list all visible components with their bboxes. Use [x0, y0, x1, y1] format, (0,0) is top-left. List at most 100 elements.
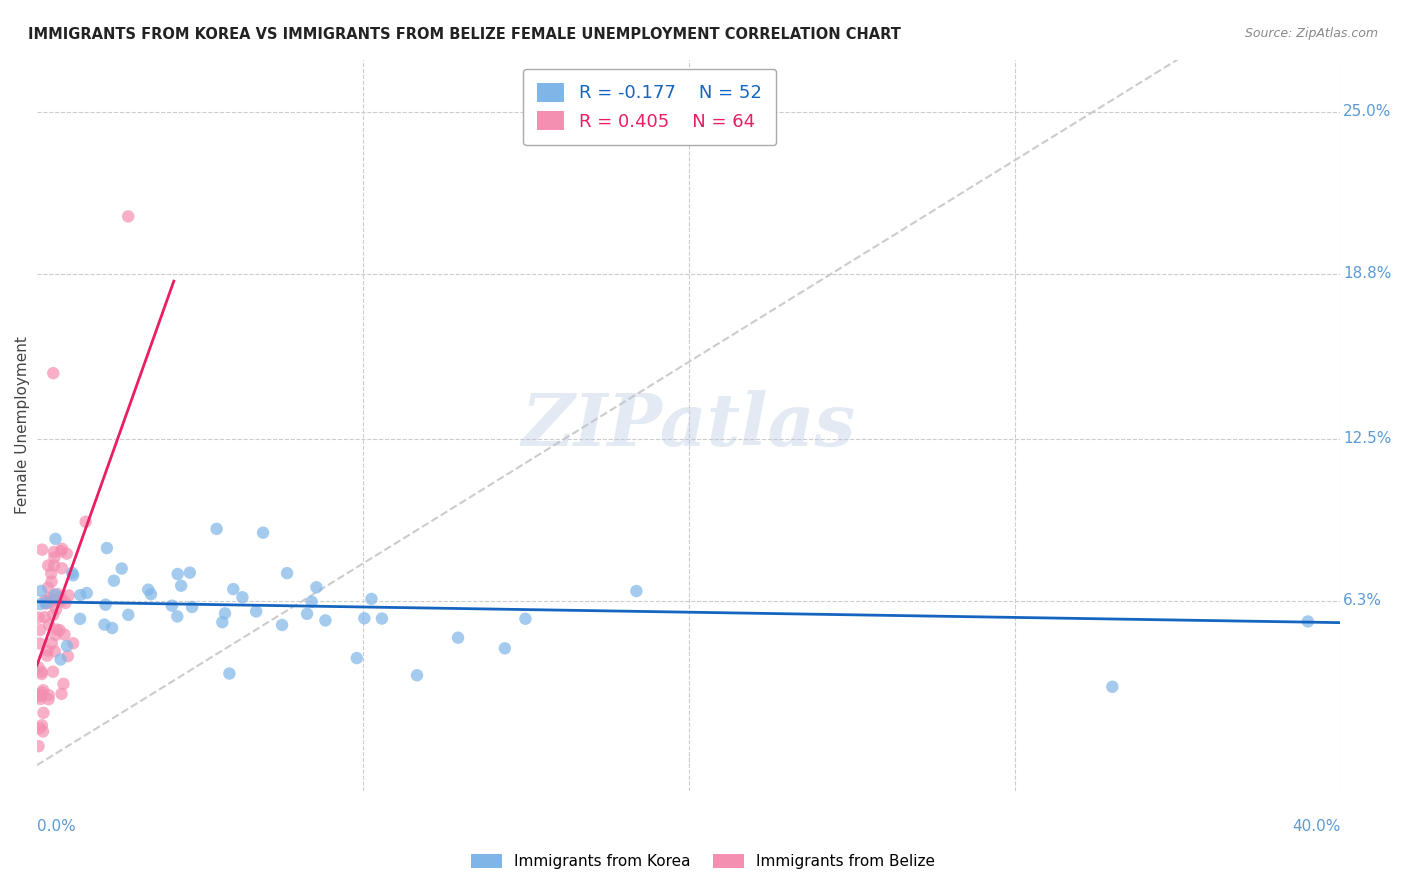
- Immigrants from Belize: [31, 685, 53, 699]
- Immigrants from Belize: [44, 644, 66, 658]
- Immigrants from Belize: [42, 366, 65, 380]
- Immigrants from Belize: [39, 596, 62, 610]
- Immigrants from Belize: [51, 687, 73, 701]
- Immigrants from Belize: [39, 566, 62, 581]
- Immigrants from Belize: [55, 547, 77, 561]
- Immigrants from Belize: [58, 589, 80, 603]
- Immigrants from Korea: [179, 566, 201, 580]
- Text: 12.5%: 12.5%: [1343, 431, 1392, 446]
- Immigrants from Belize: [37, 558, 59, 573]
- Immigrants from Belize: [49, 594, 72, 608]
- Immigrants from Korea: [96, 541, 118, 555]
- Immigrants from Belize: [28, 689, 51, 703]
- Immigrants from Belize: [48, 594, 70, 608]
- Immigrants from Belize: [53, 627, 76, 641]
- Immigrants from Korea: [76, 586, 98, 600]
- Immigrants from Belize: [42, 592, 65, 607]
- Immigrants from Belize: [34, 593, 56, 607]
- Immigrants from Korea: [494, 641, 516, 656]
- Immigrants from Belize: [41, 636, 63, 650]
- Immigrants from Korea: [166, 609, 188, 624]
- Immigrants from Korea: [245, 604, 267, 618]
- Immigrants from Belize: [41, 574, 63, 589]
- Text: 6.3%: 6.3%: [1343, 593, 1382, 608]
- Immigrants from Korea: [44, 532, 66, 546]
- Legend: R = -0.177    N = 52, R = 0.405    N = 64: R = -0.177 N = 52, R = 0.405 N = 64: [523, 69, 776, 145]
- Immigrants from Belize: [27, 660, 49, 674]
- Immigrants from Belize: [32, 683, 55, 698]
- Immigrants from Korea: [360, 591, 382, 606]
- Immigrants from Belize: [51, 561, 73, 575]
- Immigrants from Belize: [34, 610, 56, 624]
- Immigrants from Belize: [44, 628, 66, 642]
- Immigrants from Belize: [46, 623, 69, 637]
- Immigrants from Korea: [447, 631, 470, 645]
- Immigrants from Belize: [56, 649, 79, 664]
- Text: Source: ZipAtlas.com: Source: ZipAtlas.com: [1244, 27, 1378, 40]
- Immigrants from Korea: [170, 579, 193, 593]
- Immigrants from Korea: [346, 651, 368, 665]
- Immigrants from Belize: [34, 596, 56, 610]
- Immigrants from Korea: [276, 566, 298, 581]
- Immigrants from Belize: [42, 607, 65, 622]
- Immigrants from Belize: [46, 587, 69, 601]
- Text: 0.0%: 0.0%: [37, 819, 76, 834]
- Immigrants from Korea: [1101, 680, 1123, 694]
- Immigrants from Korea: [69, 612, 91, 626]
- Immigrants from Korea: [205, 522, 228, 536]
- Immigrants from Korea: [56, 639, 79, 653]
- Immigrants from Korea: [353, 611, 375, 625]
- Immigrants from Korea: [101, 621, 124, 635]
- Immigrants from Korea: [218, 666, 240, 681]
- Immigrants from Korea: [136, 582, 159, 597]
- Immigrants from Belize: [30, 623, 52, 637]
- Immigrants from Belize: [31, 542, 53, 557]
- Immigrants from Korea: [30, 583, 52, 598]
- Immigrants from Korea: [60, 566, 83, 580]
- Immigrants from Korea: [160, 599, 183, 613]
- Immigrants from Korea: [271, 618, 294, 632]
- Immigrants from Belize: [37, 594, 59, 608]
- Immigrants from Belize: [49, 544, 72, 558]
- Immigrants from Korea: [1296, 615, 1319, 629]
- Immigrants from Korea: [30, 597, 52, 611]
- Immigrants from Belize: [42, 558, 65, 573]
- Immigrants from Belize: [75, 515, 97, 529]
- Immigrants from Belize: [38, 688, 60, 702]
- Immigrants from Korea: [222, 582, 245, 596]
- Immigrants from Korea: [301, 595, 323, 609]
- Immigrants from Korea: [515, 612, 537, 626]
- Immigrants from Korea: [211, 615, 233, 630]
- Immigrants from Belize: [45, 602, 67, 616]
- Immigrants from Korea: [49, 652, 72, 666]
- Immigrants from Korea: [111, 561, 134, 575]
- Y-axis label: Female Unemployment: Female Unemployment: [15, 336, 30, 515]
- Immigrants from Korea: [371, 611, 394, 625]
- Immigrants from Korea: [103, 574, 125, 588]
- Immigrants from Korea: [166, 567, 188, 582]
- Text: IMMIGRANTS FROM KOREA VS IMMIGRANTS FROM BELIZE FEMALE UNEMPLOYMENT CORRELATION : IMMIGRANTS FROM KOREA VS IMMIGRANTS FROM…: [28, 27, 901, 42]
- Immigrants from Belize: [44, 550, 66, 565]
- Immigrants from Belize: [27, 739, 49, 754]
- Immigrants from Korea: [117, 607, 139, 622]
- Immigrants from Korea: [214, 607, 236, 621]
- Immigrants from Korea: [231, 591, 253, 605]
- Immigrants from Korea: [94, 598, 117, 612]
- Text: 40.0%: 40.0%: [1292, 819, 1340, 834]
- Immigrants from Belize: [48, 624, 70, 638]
- Immigrants from Belize: [117, 210, 139, 224]
- Immigrants from Belize: [42, 545, 65, 559]
- Immigrants from Belize: [37, 643, 59, 657]
- Immigrants from Belize: [51, 591, 73, 605]
- Immigrants from Belize: [35, 648, 58, 663]
- Immigrants from Korea: [314, 614, 336, 628]
- Text: 18.8%: 18.8%: [1343, 267, 1392, 281]
- Immigrants from Belize: [38, 617, 60, 632]
- Immigrants from Belize: [42, 665, 65, 679]
- Text: 25.0%: 25.0%: [1343, 104, 1392, 120]
- Text: ZIPatlas: ZIPatlas: [522, 390, 856, 461]
- Immigrants from Belize: [30, 688, 52, 702]
- Immigrants from Belize: [39, 591, 62, 605]
- Immigrants from Belize: [28, 721, 51, 735]
- Immigrants from Korea: [44, 588, 66, 602]
